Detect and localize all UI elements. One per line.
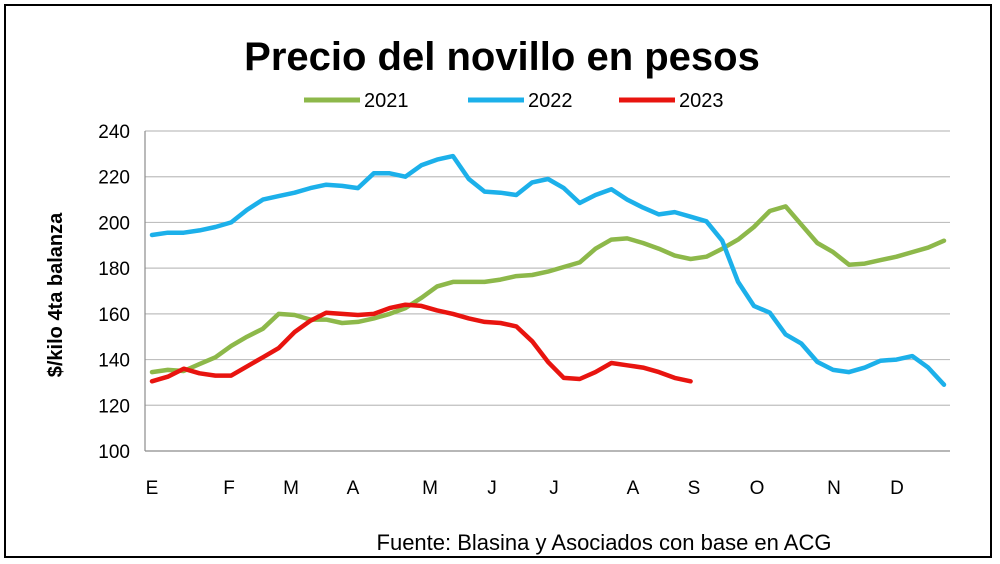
series-line-2021: [149, 204, 947, 375]
chart-title: Precio del novillo en pesos: [244, 35, 760, 79]
y-tick-label: 220: [98, 168, 130, 189]
y-tick-label: 240: [98, 122, 130, 143]
y-tick-label: 100: [98, 442, 130, 463]
source-note: Fuente: Blasina y Asociados con base en …: [377, 530, 832, 555]
series-lines: [149, 153, 947, 387]
y-tick-label: 200: [98, 213, 130, 234]
series-line-2023: [149, 302, 693, 384]
x-tick-label: N: [827, 478, 841, 499]
legend-label-2021: 2021: [364, 90, 409, 112]
y-axis-label: $/kilo 4ta balanza: [45, 212, 67, 377]
series-line-2022: [149, 153, 947, 387]
x-tick-label: F: [223, 478, 235, 499]
x-tick-label: D: [890, 478, 904, 499]
legend-label-2023: 2023: [679, 90, 724, 112]
chart-frame: Precio del novillo en pesos 2021 2022 2023…: [4, 4, 992, 558]
y-tick-label: 120: [98, 396, 130, 417]
legend: 2021 2022 2023: [304, 90, 724, 112]
y-tick-label: 140: [98, 351, 130, 372]
x-tick-label: S: [688, 478, 701, 499]
x-tick-label: J: [487, 478, 497, 499]
x-tick-label: M: [422, 478, 438, 499]
y-tick-label: 160: [98, 305, 130, 326]
x-tick-label: O: [750, 478, 765, 499]
x-tick-label: M: [283, 478, 299, 499]
x-tick-label: A: [347, 478, 360, 499]
x-tick-label: E: [146, 478, 159, 499]
x-tick-label: A: [627, 478, 640, 499]
y-axis-ticks: 100 120 140 160 180 200 220 240: [98, 122, 130, 463]
chart-canvas: Precio del novillo en pesos 2021 2022 2023…: [45, 35, 950, 555]
x-tick-label: J: [549, 478, 559, 499]
y-tick-label: 180: [98, 259, 130, 280]
legend-label-2022: 2022: [528, 90, 573, 112]
